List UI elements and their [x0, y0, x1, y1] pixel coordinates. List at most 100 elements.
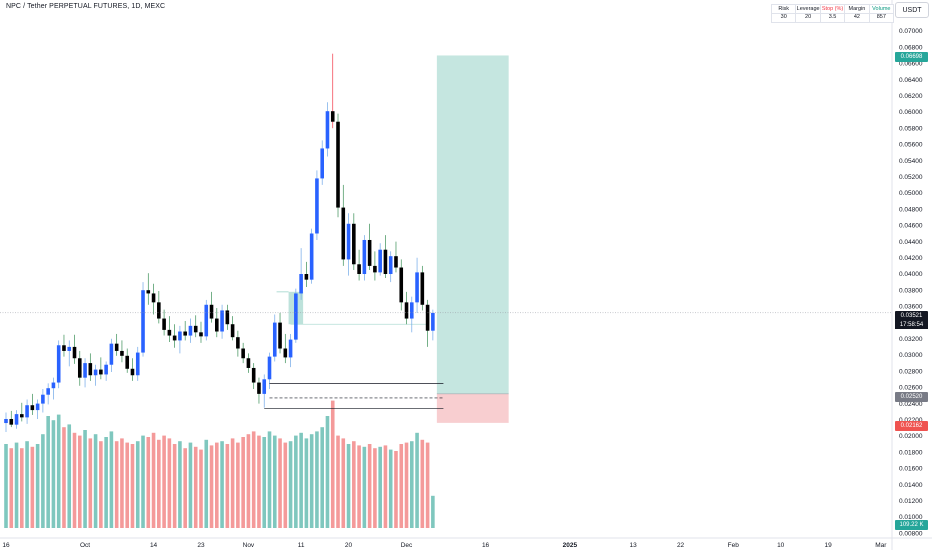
volume-bar	[404, 442, 409, 528]
candle-body	[220, 310, 224, 332]
volume-bar	[83, 430, 87, 528]
calc-leverage: Leverage 20	[796, 5, 821, 22]
candle-body	[357, 264, 361, 274]
calc-risk: Risk 30	[772, 5, 797, 22]
candle-body	[294, 293, 298, 340]
candle-body	[288, 339, 293, 358]
candle-body	[330, 111, 335, 122]
symbol-title[interactable]: NPC / Tether PERPETUAL FUTURES, 1D, MEXC	[6, 3, 166, 10]
volume-bar	[204, 439, 209, 528]
candle-body	[199, 332, 203, 337]
y-tick-label: 0.02600	[899, 385, 923, 392]
y-tick-label: 0.05200	[899, 174, 923, 181]
volume-bar	[288, 441, 293, 528]
y-tick-label: 0.02400	[899, 401, 923, 408]
y-tick-label: 0.05000	[899, 190, 923, 197]
annotations	[0, 312, 892, 409]
volume-bar	[299, 432, 303, 528]
candle-body	[72, 346, 77, 359]
candle-body	[151, 293, 156, 303]
time-axis[interactable]: 16 Oct 14 23 Nov 11 20 Dec 16 2025 13 22 Feb 10 19 Mar	[0, 537, 932, 549]
candle-body	[236, 337, 240, 349]
calc-risk-label: Risk	[772, 6, 796, 14]
y-tick-label: 0.06400	[899, 77, 923, 84]
volume-bar	[62, 427, 66, 528]
x-tick-label: 2025	[563, 542, 578, 549]
x-tick-label: Mar	[875, 542, 887, 549]
volume-bar	[241, 437, 245, 528]
volume-bar	[330, 400, 335, 528]
calc-margin-label: Margin	[845, 6, 869, 14]
candle-body	[325, 111, 330, 149]
candle-body	[25, 405, 29, 418]
candle-body	[41, 394, 45, 404]
volume-bar	[135, 441, 140, 528]
candle-body	[146, 290, 151, 294]
candle-body	[215, 318, 219, 332]
volume-bar	[388, 449, 393, 528]
candle-body	[120, 350, 124, 356]
candle-body	[341, 207, 346, 260]
candle-body	[51, 382, 56, 389]
volume-bar	[25, 441, 29, 528]
x-tick-label: 14	[150, 542, 158, 549]
volume-bar	[157, 439, 161, 528]
calc-risk-value: 30	[780, 14, 787, 20]
candle-body	[167, 329, 172, 336]
candle-body	[230, 324, 235, 338]
entry-price-tag: 0.02520	[895, 392, 928, 402]
volume-bar	[415, 432, 419, 528]
volume-bar	[167, 438, 172, 528]
volume-bar	[88, 438, 93, 528]
currency-button[interactable]: USDT	[895, 2, 929, 18]
volume-bar	[20, 448, 24, 528]
y-tick-label: 0.02800	[899, 368, 923, 375]
volume-bar	[425, 442, 430, 528]
volume-bar	[246, 434, 251, 528]
position-calculator[interactable]: Risk 30 Leverage 20 Stop (%) 3.5 Margin …	[771, 4, 894, 23]
y-tick-label: 0.03000	[899, 352, 923, 359]
candle-body	[272, 322, 277, 357]
volume-bar	[93, 434, 98, 528]
candle-body	[378, 249, 382, 273]
candle-body	[278, 322, 282, 349]
target-price-tag: 0.06698	[895, 52, 928, 62]
volume-bar	[251, 431, 256, 528]
volume-bar	[151, 432, 156, 528]
candle-body	[4, 418, 8, 424]
price-axis[interactable]: 0.07000 0.06800 0.06600 0.06400 0.06200 0.060…	[891, 0, 923, 550]
y-tick-label: 0.06800	[899, 44, 923, 51]
candle-body	[14, 414, 19, 425]
candle-body	[104, 364, 108, 375]
candle-body	[309, 233, 314, 280]
candle-body	[183, 331, 187, 336]
volume-bar	[230, 438, 235, 528]
candle-body	[56, 345, 61, 383]
x-tick-label: Feb	[728, 542, 740, 549]
y-tick-label: 0.01800	[899, 449, 923, 456]
volume-bar	[146, 437, 151, 528]
candle-body	[62, 345, 66, 351]
volume-bar	[320, 427, 324, 528]
candle-body	[267, 356, 272, 380]
target-zone	[436, 55, 509, 394]
volume-bar	[125, 442, 130, 528]
candle-body	[399, 267, 404, 303]
candle-body	[367, 239, 372, 266]
candle-body	[299, 274, 303, 294]
volume-bar	[257, 435, 261, 528]
candle-body	[404, 302, 409, 319]
volume-bar	[77, 435, 82, 528]
x-tick-label: 19	[825, 542, 833, 549]
volume-bar	[183, 448, 187, 528]
volume-bar	[209, 445, 214, 528]
candle-body	[88, 363, 93, 376]
candle-body	[283, 348, 288, 358]
y-tick-label: 0.04600	[899, 223, 923, 230]
volume-bar	[420, 439, 425, 528]
volume-bar	[383, 445, 388, 528]
volume-bar	[4, 444, 8, 528]
candle-body	[172, 335, 177, 341]
y-tick-label: 0.05400	[899, 158, 923, 165]
